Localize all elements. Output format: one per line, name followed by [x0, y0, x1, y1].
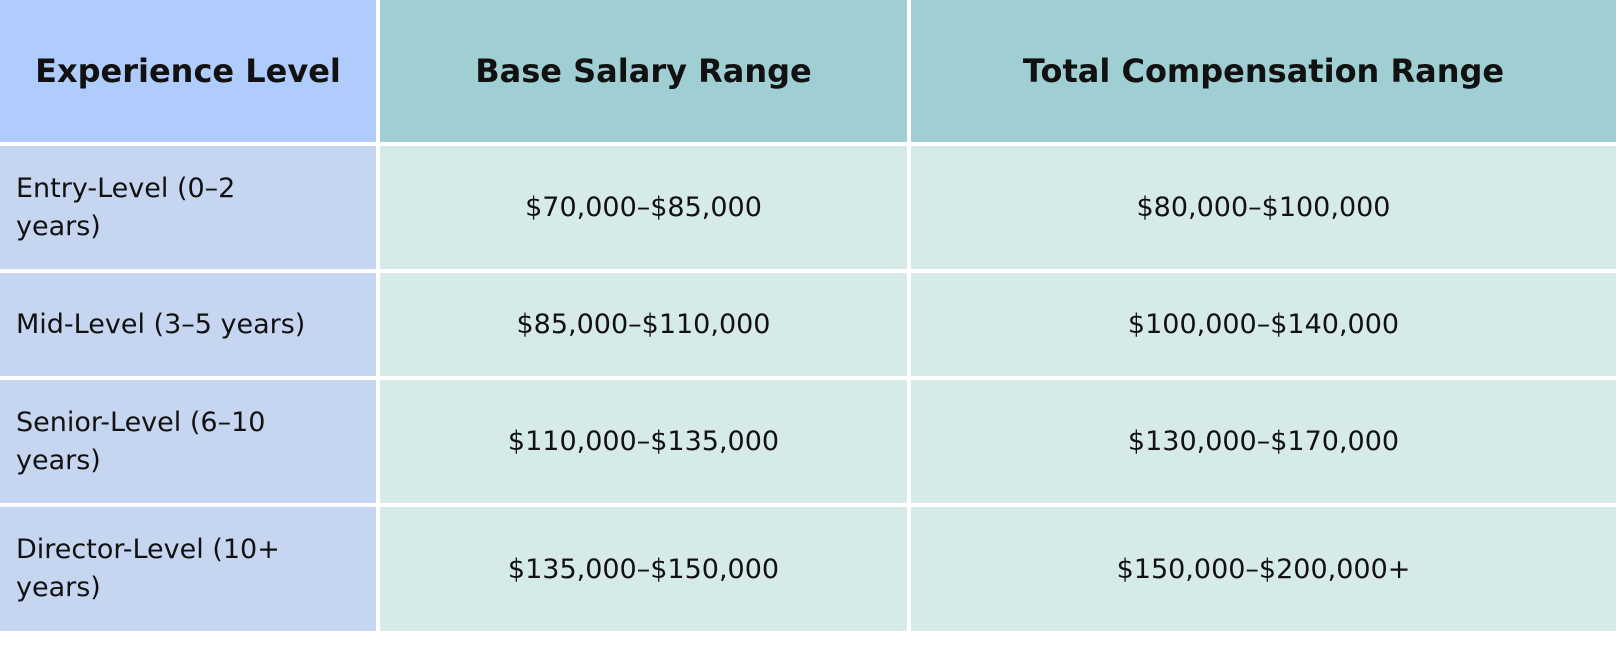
table-cell-text: $150,000–$200,000+: [1116, 553, 1411, 585]
table-cell-text: Director-Level (10+ years): [16, 534, 280, 603]
table-cell: $150,000–$200,000+: [911, 507, 1616, 631]
table-cell-text: $110,000–$135,000: [507, 426, 780, 457]
header-cell-text: Experience Level: [35, 52, 341, 90]
table-cell: $135,000–$150,000: [380, 507, 907, 631]
table-cell: $130,000–$170,000: [911, 380, 1616, 503]
table-cell-text: $135,000–$150,000: [507, 553, 780, 585]
header-cell: Base Salary Range: [380, 0, 907, 142]
table-cell-text: $80,000–$100,000: [1136, 192, 1391, 223]
table-cell: $70,000–$85,000: [380, 146, 907, 269]
table-cell: Entry-Level (0–2 years): [0, 146, 376, 269]
table-cell-text: $100,000–$140,000: [1127, 309, 1400, 340]
header-cell-text: Total Compensation Range: [1022, 52, 1505, 90]
table-cell-text: $130,000–$170,000: [1127, 426, 1400, 457]
table-cell: Director-Level (10+ years): [0, 507, 376, 631]
table-cell: $80,000–$100,000: [911, 146, 1616, 269]
header-cell: Total Compensation Range: [911, 0, 1616, 142]
table-cell: $110,000–$135,000: [380, 380, 907, 503]
salary-table: Experience Level Base Salary Range Total C…: [0, 0, 1616, 631]
table-cell-text: Entry-Level (0–2 years): [16, 172, 236, 242]
table-cell: Mid-Level (3–5 years): [0, 273, 376, 376]
table-cell: Senior-Level (6–10 years): [0, 380, 376, 503]
table-cell: $85,000–$110,000: [380, 273, 907, 376]
table-cell: $100,000–$140,000: [911, 273, 1616, 376]
table-cell-text: $70,000–$85,000: [525, 192, 762, 223]
header-cell: Experience Level: [0, 0, 376, 142]
table-cell-text: Mid-Level (3–5 years): [16, 308, 306, 340]
header-cell-text: Base Salary Range: [475, 52, 812, 90]
table-cell-text: $85,000–$110,000: [516, 309, 771, 340]
table-cell-text: Senior-Level (6–10 years): [16, 406, 266, 476]
